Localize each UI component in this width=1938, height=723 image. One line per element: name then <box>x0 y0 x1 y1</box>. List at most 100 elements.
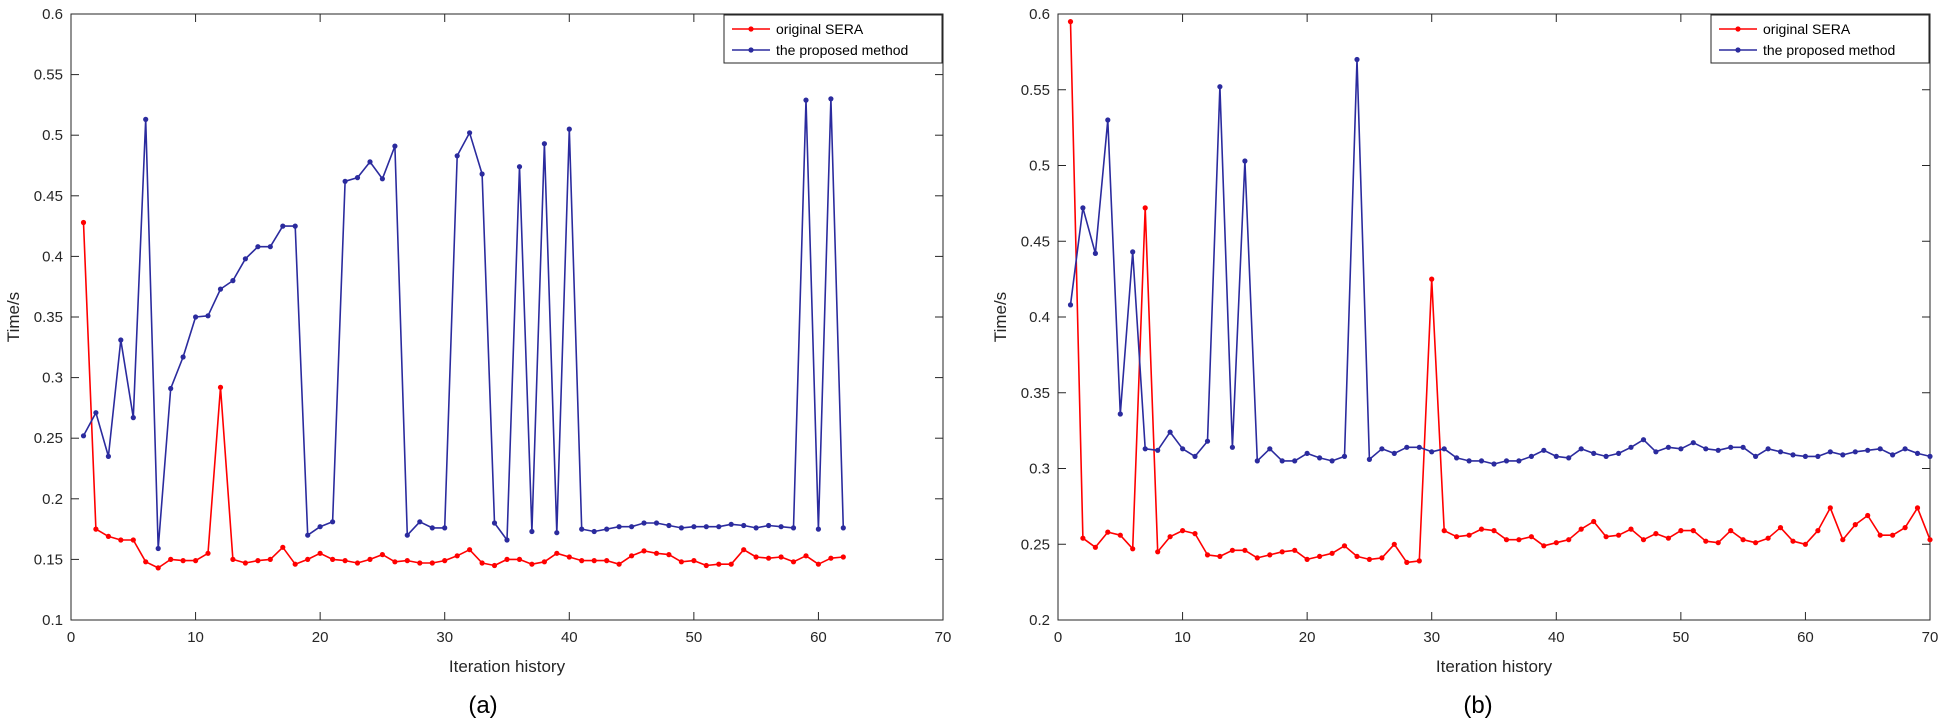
data-point <box>130 415 136 421</box>
data-point <box>666 552 672 558</box>
data-point <box>168 556 174 563</box>
data-point <box>1391 450 1397 456</box>
data-point <box>815 561 822 567</box>
data-point <box>80 433 87 439</box>
data-point <box>1678 446 1684 452</box>
data-point <box>1777 525 1784 531</box>
data-point <box>753 554 759 560</box>
data-point <box>354 560 361 566</box>
data-point <box>1391 541 1397 547</box>
data-point <box>1591 518 1597 525</box>
legend-swatch-marker <box>1735 47 1741 53</box>
data-point <box>1092 250 1098 256</box>
data-point <box>1616 450 1622 456</box>
data-point <box>1753 453 1759 459</box>
data-point <box>255 244 261 250</box>
data-point <box>80 219 87 226</box>
y-tick-label: 0.45 <box>1021 233 1050 250</box>
data-point <box>379 176 385 182</box>
legend-label: original SERA <box>1763 21 1851 37</box>
data-point <box>1242 547 1248 553</box>
data-point <box>1802 453 1808 459</box>
x-tick-label: 70 <box>935 629 952 646</box>
data-point <box>1640 437 1647 443</box>
data-point <box>1329 458 1335 464</box>
data-point <box>1354 553 1360 560</box>
data-point <box>1728 444 1734 450</box>
data-point <box>1478 458 1485 464</box>
data-point <box>454 153 460 159</box>
data-point <box>529 528 535 535</box>
data-point <box>1890 532 1896 538</box>
data-point <box>1204 552 1211 558</box>
data-point <box>217 286 224 292</box>
y-tick-label: 0.3 <box>42 370 63 387</box>
data-point <box>1267 552 1273 558</box>
data-point <box>1204 438 1211 444</box>
x-tick-label: 20 <box>1299 629 1316 646</box>
data-point <box>130 537 136 543</box>
data-point <box>1553 453 1559 459</box>
y-tick-label: 0.3 <box>1029 461 1050 478</box>
data-point <box>392 143 398 149</box>
y-tick-label: 0.4 <box>42 248 63 265</box>
data-point <box>1130 546 1136 552</box>
y-tick-label: 0.6 <box>42 6 63 23</box>
x-tick-label: 50 <box>1673 629 1690 646</box>
data-point <box>417 519 423 525</box>
data-point <box>741 547 747 553</box>
plot-area <box>1057 13 1931 621</box>
data-point <box>1155 549 1161 555</box>
data-point <box>1553 540 1559 546</box>
data-point <box>1167 429 1173 435</box>
data-point <box>479 171 485 177</box>
data-point <box>442 525 448 531</box>
legend-swatch-marker <box>748 47 754 53</box>
series-the-proposed-method <box>80 96 846 552</box>
data-point <box>1516 458 1522 464</box>
data-point <box>1080 535 1086 541</box>
data-point <box>1914 505 1921 511</box>
data-point <box>1566 537 1572 543</box>
data-point <box>1279 549 1285 555</box>
data-point <box>641 520 647 526</box>
data-point <box>93 410 99 416</box>
data-point <box>604 558 610 564</box>
data-point <box>815 526 822 532</box>
data-point <box>230 556 236 563</box>
data-point <box>1865 447 1871 453</box>
data-point <box>105 453 111 459</box>
data-point <box>1142 205 1148 211</box>
data-point <box>1578 526 1584 532</box>
data-point <box>1715 447 1721 453</box>
data-point <box>1429 276 1435 282</box>
x-tick-label: 30 <box>1423 629 1440 646</box>
data-point <box>790 559 797 565</box>
data-point <box>840 525 846 531</box>
legend: original SERA the proposed method <box>723 14 943 64</box>
data-point <box>1229 547 1235 553</box>
data-point <box>1541 447 1547 453</box>
data-point <box>1890 452 1896 458</box>
data-point <box>1180 446 1186 452</box>
data-point <box>541 141 548 147</box>
data-point <box>317 524 323 530</box>
data-point <box>678 525 685 531</box>
data-point <box>1067 19 1074 25</box>
y-tick-label: 0.55 <box>34 67 63 84</box>
series-original-sera <box>1067 19 1933 566</box>
data-point <box>280 544 286 550</box>
data-point <box>1640 537 1647 543</box>
series-original-sera <box>80 219 846 571</box>
data-point <box>1404 559 1410 566</box>
x-tick-label: 10 <box>187 629 204 646</box>
data-point <box>342 178 348 184</box>
legend-label: the proposed method <box>776 42 908 58</box>
x-tick-label: 40 <box>1548 629 1565 646</box>
data-point <box>1304 556 1310 563</box>
data-point <box>703 524 709 530</box>
y-axis-label: Time/s <box>4 292 23 342</box>
x-tick-label: 60 <box>810 629 827 646</box>
data-point <box>1765 446 1771 452</box>
data-point <box>1067 302 1074 308</box>
